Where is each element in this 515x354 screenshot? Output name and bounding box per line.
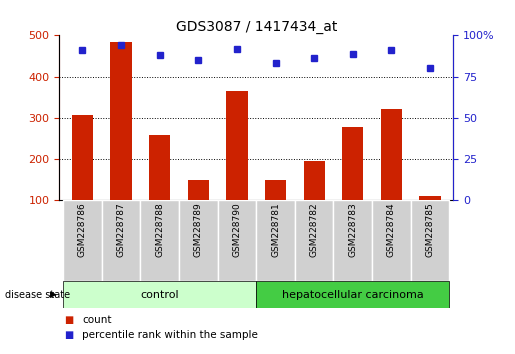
- Bar: [342, 127, 364, 200]
- Bar: [179, 200, 217, 281]
- Bar: [372, 200, 410, 281]
- Text: GSM228783: GSM228783: [348, 202, 357, 257]
- Bar: [149, 135, 170, 200]
- Text: GSM228787: GSM228787: [116, 202, 126, 257]
- Bar: [110, 42, 132, 200]
- Text: GSM228790: GSM228790: [232, 202, 242, 257]
- Text: GSM228781: GSM228781: [271, 202, 280, 257]
- Bar: [381, 109, 402, 200]
- Text: ▶: ▶: [50, 290, 57, 299]
- Bar: [226, 91, 248, 200]
- Bar: [140, 200, 179, 281]
- Bar: [265, 180, 286, 200]
- Text: percentile rank within the sample: percentile rank within the sample: [82, 330, 259, 339]
- Text: GSM228789: GSM228789: [194, 202, 203, 257]
- Text: control: control: [140, 290, 179, 300]
- Bar: [217, 200, 256, 281]
- Bar: [63, 281, 256, 308]
- Text: ■: ■: [64, 330, 74, 339]
- Bar: [419, 196, 441, 200]
- Bar: [63, 200, 102, 281]
- Text: GSM228786: GSM228786: [78, 202, 87, 257]
- Bar: [410, 200, 449, 281]
- Bar: [256, 281, 449, 308]
- Text: GSM228782: GSM228782: [310, 202, 319, 257]
- Bar: [256, 200, 295, 281]
- Text: hepatocellular carcinoma: hepatocellular carcinoma: [282, 290, 424, 300]
- Bar: [334, 200, 372, 281]
- Text: ■: ■: [64, 315, 74, 325]
- Text: GSM228788: GSM228788: [155, 202, 164, 257]
- Bar: [102, 200, 140, 281]
- Text: disease state: disease state: [5, 290, 70, 300]
- Bar: [303, 161, 325, 200]
- Bar: [295, 200, 334, 281]
- Title: GDS3087 / 1417434_at: GDS3087 / 1417434_at: [176, 21, 337, 34]
- Bar: [72, 115, 93, 200]
- Text: GSM228785: GSM228785: [425, 202, 435, 257]
- Bar: [187, 180, 209, 200]
- Text: GSM228784: GSM228784: [387, 202, 396, 257]
- Text: count: count: [82, 315, 112, 325]
